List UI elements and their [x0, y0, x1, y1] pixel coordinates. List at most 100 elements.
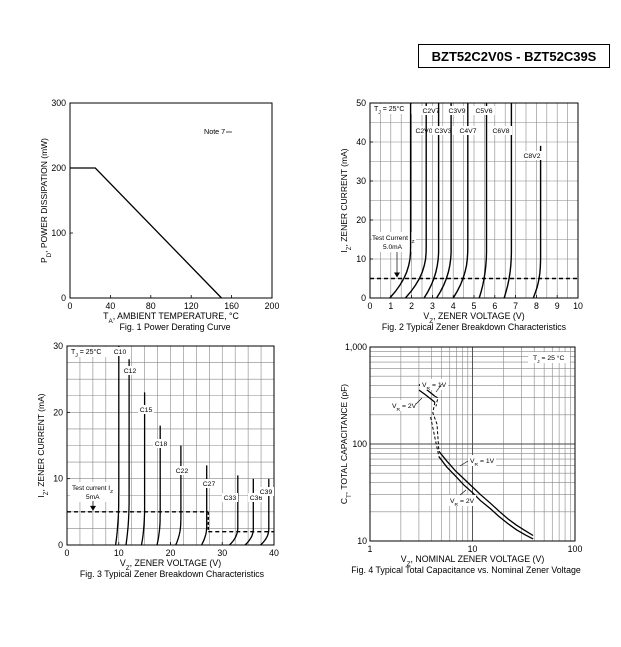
label-bg: [258, 487, 274, 496]
label-bg: [372, 232, 416, 252]
x-axis-label: VZ, ZENER VOLTAGE (V): [120, 558, 221, 572]
transition-dash: [434, 395, 439, 407]
x-axis-label: VZ, ZENER VOLTAGE (V): [423, 311, 524, 325]
series-label-c10: C10: [114, 349, 127, 356]
zener-curve-c8v2: [532, 145, 542, 299]
y-axis-label: PD, POWER DISSIPATION (mW): [39, 138, 53, 263]
series-label-c3v3: C3V3: [434, 128, 451, 135]
condition-label: TJ = 25°C: [71, 348, 101, 359]
figure-caption: Fig. 1 Power Derating Curve: [120, 322, 231, 332]
series-label-c3v9: C3V9: [448, 108, 465, 115]
label-bg: [528, 352, 570, 363]
series-label-c2v7: C2V7: [422, 108, 439, 115]
x-tick-label: 30: [217, 548, 227, 558]
x-tick-label: 5: [472, 301, 477, 311]
y-tick-label: 10: [357, 536, 367, 546]
x-tick-label: 20: [166, 548, 176, 558]
zener-curve-c2v7: [404, 103, 427, 299]
test-current-label: Test Current IZ: [372, 235, 415, 245]
zener-curve-c22: [175, 445, 182, 546]
y-tick-label: 10: [53, 474, 63, 484]
label-leader: [459, 489, 467, 496]
y-tick-label: 200: [51, 163, 66, 173]
series-label-c33: C33: [224, 495, 237, 502]
y-tick-label: 0: [58, 540, 63, 550]
x-tick-label: 8: [534, 301, 539, 311]
test-current-arrowhead: [394, 272, 400, 278]
series-label-vr-1: VR = 1V: [422, 382, 447, 392]
label-bg: [70, 482, 120, 502]
label-bg: [122, 366, 138, 375]
test-current-value: 5mA: [86, 494, 100, 501]
plot-frame: [69, 102, 273, 299]
y-tick-label: 30: [53, 341, 63, 351]
x-tick-label: 100: [568, 544, 583, 554]
fig1-power-derating-chart: 0 40 80 120 160 200 0 100 200 300 TA, AMBIENT TEMP…: [39, 98, 279, 332]
test-current-label: Test current IZ: [72, 485, 113, 495]
x-tick-label: 120: [184, 301, 199, 311]
series-label-c15: C15: [140, 407, 153, 414]
label-bg: [413, 126, 435, 135]
series-label-c8v2: C8V2: [523, 153, 540, 160]
capacitance-curve-3: [438, 450, 534, 537]
label-bg: [248, 493, 264, 502]
x-tick-label: 10: [573, 301, 583, 311]
derating-line: [70, 167, 222, 299]
series-label-c2v0: C2V0: [415, 128, 432, 135]
label-bg: [201, 479, 217, 488]
transition-dash: [432, 402, 440, 452]
series-label-c36: C36: [250, 495, 263, 502]
transition-dash: [430, 416, 440, 457]
label-bg: [390, 400, 418, 411]
label-bg: [112, 347, 128, 356]
zener-curve-c12: [125, 359, 130, 546]
x-axis-label: TA, AMBIENT TEMPERATURE, °C: [103, 311, 239, 325]
label-bg: [222, 493, 238, 502]
label-bg: [473, 106, 495, 115]
label-bg: [174, 466, 190, 475]
x-tick-label: 40: [106, 301, 116, 311]
label-bg: [490, 126, 512, 135]
condition-label: TJ = 25°C: [374, 105, 404, 116]
y-tick-label: 20: [53, 407, 63, 417]
series-label-c27: C27: [203, 481, 216, 488]
series-label-c12: C12: [124, 368, 137, 375]
y-tick-label: 30: [356, 176, 366, 186]
zener-curve-c6v8: [503, 103, 513, 299]
y-tick-label: 100: [51, 228, 66, 238]
y-tick-label: 10: [356, 254, 366, 264]
figure-caption: Fig. 2 Typical Zener Breakdown Character…: [382, 322, 567, 332]
y-tick-label: 0: [61, 293, 66, 303]
x-tick-label: 4: [451, 301, 456, 311]
capacitance-curve-4: [438, 456, 534, 540]
x-tick-label: 9: [555, 301, 560, 311]
x-tick-label: 10: [114, 548, 124, 558]
x-tick-label: 160: [224, 301, 239, 311]
y-tick-label: 50: [356, 98, 366, 108]
label-bg: [468, 455, 496, 466]
x-tick-label: 200: [265, 301, 280, 311]
label-bg: [448, 495, 476, 506]
condition-label: TJ = 25 °C: [533, 354, 565, 365]
label-bg: [432, 126, 454, 135]
y-axis-label: IZ, ZENER CURRENT (mA): [339, 148, 353, 252]
series-label-c22: C22: [176, 468, 189, 475]
label-bg: [446, 106, 468, 115]
y-tick-label: 1,000: [345, 342, 367, 352]
figure-caption: Fig. 3 Typical Zener Breakdown Character…: [80, 569, 265, 579]
label-leader: [415, 397, 423, 405]
x-tick-label: 0: [65, 548, 70, 558]
zener-curve-c5v6: [478, 103, 488, 299]
y-tick-label: 0: [361, 293, 366, 303]
label-bg: [521, 151, 543, 160]
zener-curve-c27: [201, 465, 208, 546]
series-label-vr-3: VR = 1V: [470, 458, 495, 468]
zener-curve-c3v9: [435, 103, 452, 299]
x-tick-label: 80: [146, 301, 156, 311]
x-tick-label: 2: [409, 301, 414, 311]
series-label-c5v6: C5V6: [475, 108, 492, 115]
x-tick-label: 6: [492, 301, 497, 311]
series-label-c4v7: C4V7: [459, 128, 476, 135]
series-label-vr-2: VR = 2V: [392, 403, 417, 413]
